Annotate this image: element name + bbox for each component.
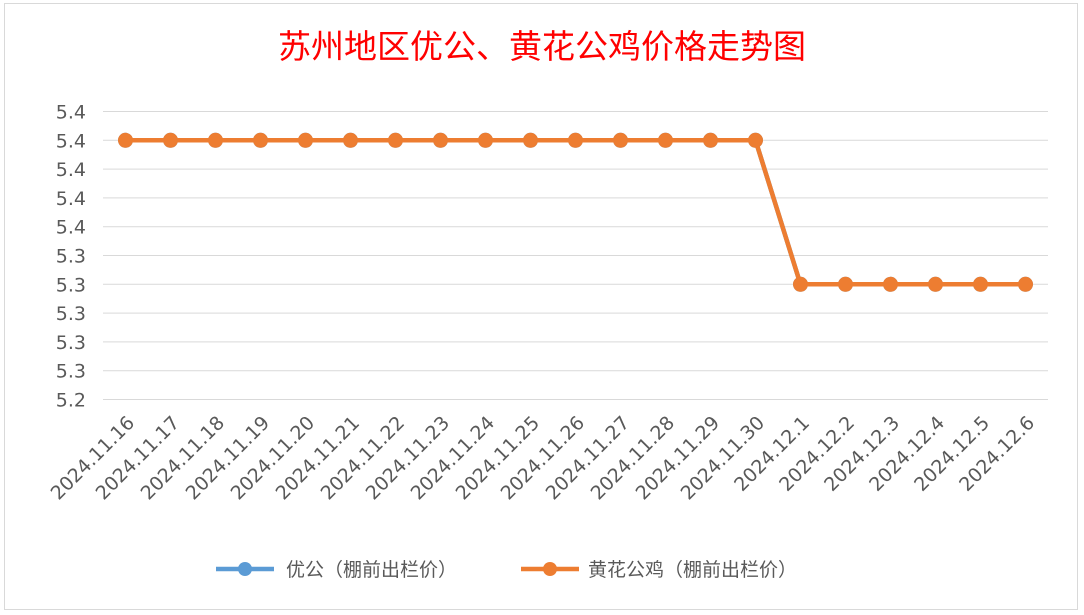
series-1 <box>118 132 1033 292</box>
y-tick-label: 5.4 <box>56 159 86 181</box>
data-point <box>658 132 673 148</box>
data-point <box>118 132 133 148</box>
chart-frame <box>4 3 1078 610</box>
data-point <box>343 132 358 148</box>
legend-item: 优公（棚前出栏价） <box>216 559 457 581</box>
legend-label: 优公（棚前出栏价） <box>286 559 457 581</box>
data-point <box>793 276 808 292</box>
y-tick-label: 5.4 <box>56 188 86 210</box>
data-point <box>163 132 178 148</box>
data-point <box>433 132 448 148</box>
legend-marker <box>238 562 252 576</box>
data-point <box>208 132 223 148</box>
data-point <box>928 276 943 292</box>
data-point <box>568 132 583 148</box>
legend: 优公（棚前出栏价） 黄花公鸡（棚前出栏价） <box>216 559 797 581</box>
data-point <box>253 132 268 148</box>
series-line <box>125 138 1026 287</box>
data-point <box>1018 276 1033 292</box>
data-point <box>478 132 493 148</box>
gridlines <box>103 111 1048 400</box>
y-tick-label: 5.4 <box>56 130 86 152</box>
series-layer <box>118 132 1033 292</box>
legend-marker <box>543 562 557 576</box>
y-axis-ticks: 5.2 5.3 5.3 5.3 5.3 5.3 5.4 5.4 5.4 5.4 5.4 <box>56 102 86 412</box>
data-point <box>523 132 538 148</box>
data-point <box>703 132 718 148</box>
y-tick-label: 5.4 <box>56 217 86 239</box>
data-point <box>298 132 313 148</box>
y-tick-label: 5.3 <box>56 274 86 296</box>
y-tick-label: 5.4 <box>56 102 86 124</box>
data-point <box>388 132 403 148</box>
y-tick-label: 5.2 <box>56 390 86 412</box>
series-2 <box>118 132 1033 292</box>
y-tick-label: 5.3 <box>56 303 86 325</box>
data-point <box>613 132 628 148</box>
y-tick-label: 5.3 <box>56 361 86 383</box>
x-axis-ticks: 2024.11.162024.11.172024.11.182024.11.19… <box>47 412 1039 504</box>
data-point <box>973 276 988 292</box>
legend-item: 黄花公鸡（棚前出栏价） <box>521 559 797 581</box>
series-line <box>125 138 1026 287</box>
data-point <box>883 276 898 292</box>
y-tick-label: 5.3 <box>56 246 86 268</box>
legend-label: 黄花公鸡（棚前出栏价） <box>588 559 797 581</box>
data-point <box>748 132 763 148</box>
y-tick-label: 5.3 <box>56 332 86 354</box>
chart-title: 苏州地区优公、黄花公鸡价格走势图 <box>278 27 806 66</box>
data-point <box>838 276 853 292</box>
